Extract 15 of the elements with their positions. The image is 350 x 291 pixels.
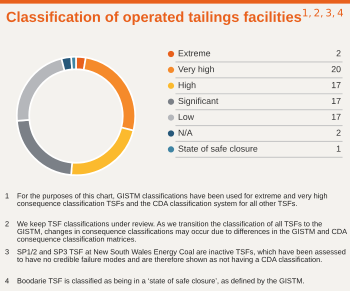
legend-label: Low: [178, 114, 194, 120]
data-label: 2: [336, 130, 341, 136]
data-label: 17: [332, 82, 341, 88]
data-label: 2: [336, 50, 341, 56]
legend-label: N/A: [178, 129, 193, 136]
legend-label: Very high: [178, 66, 214, 74]
chart-title: Classification of operated tailings facilities$^{1,2,3,4}$: [6, 8, 344, 26]
data-label: 17: [332, 98, 341, 104]
data-label: 20: [332, 66, 341, 72]
legend-label: Extreme: [178, 50, 210, 56]
legend-label: Significant: [178, 98, 218, 106]
legend-label: State of safe closure: [178, 145, 258, 152]
legend-label: High: [178, 82, 196, 90]
data-label: 17: [332, 114, 341, 120]
data-label: 1: [336, 146, 341, 152]
